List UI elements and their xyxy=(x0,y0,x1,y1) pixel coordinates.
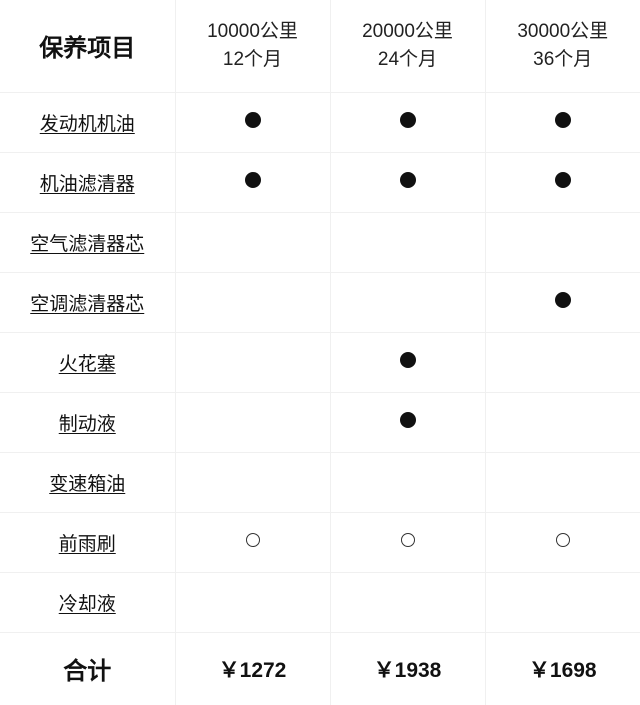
table-row: 制动液 xyxy=(0,392,640,452)
header-col-2-line2: 24个月 xyxy=(331,46,485,74)
maintenance-table: 保养项目 10000公里 12个月 20000公里 24个月 30000公里 3… xyxy=(0,0,640,705)
table-row: 冷却液 xyxy=(0,572,640,632)
header-col-1-line2: 12个月 xyxy=(176,46,330,74)
item-mark-cell xyxy=(485,452,640,512)
item-label-cell[interactable]: 冷却液 xyxy=(0,572,175,632)
item-label[interactable]: 空调滤清器芯 xyxy=(30,294,144,315)
item-label[interactable]: 制动液 xyxy=(59,414,116,435)
total-label-cell: 合计 xyxy=(0,632,175,705)
header-col-3: 30000公里 36个月 xyxy=(485,0,640,92)
item-label[interactable]: 前雨刷 xyxy=(59,534,116,555)
item-mark-cell xyxy=(330,512,485,572)
item-mark-cell xyxy=(175,572,330,632)
item-label[interactable]: 火花塞 xyxy=(59,354,116,375)
header-item-label: 保养项目 xyxy=(39,35,135,62)
item-mark-cell xyxy=(330,92,485,152)
item-mark-cell xyxy=(330,152,485,212)
dot-filled-icon xyxy=(245,112,261,128)
total-row: 合计 ￥1272 ￥1938 ￥1698 xyxy=(0,632,640,705)
item-label-cell[interactable]: 机油滤清器 xyxy=(0,152,175,212)
item-mark-cell xyxy=(330,272,485,332)
header-col-1-line1: 10000公里 xyxy=(176,18,330,46)
item-mark-cell xyxy=(485,332,640,392)
item-mark-cell xyxy=(330,332,485,392)
item-label-cell[interactable]: 变速箱油 xyxy=(0,452,175,512)
item-mark-cell xyxy=(175,212,330,272)
table-row: 变速箱油 xyxy=(0,452,640,512)
total-col-3: ￥1698 xyxy=(485,632,640,705)
item-label-cell[interactable]: 前雨刷 xyxy=(0,512,175,572)
dot-open-icon xyxy=(556,533,570,547)
item-label[interactable]: 空气滤清器芯 xyxy=(30,234,144,255)
item-mark-cell xyxy=(330,392,485,452)
dot-filled-icon xyxy=(555,292,571,308)
header-item-cell: 保养项目 xyxy=(0,0,175,92)
item-label[interactable]: 机油滤清器 xyxy=(40,174,135,195)
item-label-cell[interactable]: 火花塞 xyxy=(0,332,175,392)
item-mark-cell xyxy=(485,152,640,212)
item-mark-cell xyxy=(485,92,640,152)
dot-filled-icon xyxy=(400,172,416,188)
header-col-3-line2: 36个月 xyxy=(486,46,640,74)
item-mark-cell xyxy=(175,92,330,152)
table-row: 发动机机油 xyxy=(0,92,640,152)
dot-filled-icon xyxy=(555,172,571,188)
table-row: 空调滤清器芯 xyxy=(0,272,640,332)
item-mark-cell xyxy=(485,512,640,572)
dot-filled-icon xyxy=(555,112,571,128)
total-value-2: ￥1938 xyxy=(374,659,442,682)
item-mark-cell xyxy=(175,272,330,332)
table-row: 机油滤清器 xyxy=(0,152,640,212)
dot-filled-icon xyxy=(400,412,416,428)
item-label[interactable]: 变速箱油 xyxy=(49,474,125,495)
dot-open-icon xyxy=(246,533,260,547)
item-mark-cell xyxy=(485,392,640,452)
dot-open-icon xyxy=(401,533,415,547)
item-label-cell[interactable]: 发动机机油 xyxy=(0,92,175,152)
total-col-2: ￥1938 xyxy=(330,632,485,705)
header-col-2-line1: 20000公里 xyxy=(331,18,485,46)
total-col-1: ￥1272 xyxy=(175,632,330,705)
item-mark-cell xyxy=(175,392,330,452)
item-mark-cell xyxy=(330,452,485,512)
item-mark-cell xyxy=(485,212,640,272)
header-row: 保养项目 10000公里 12个月 20000公里 24个月 30000公里 3… xyxy=(0,0,640,92)
total-value-1: ￥1272 xyxy=(219,659,287,682)
item-mark-cell xyxy=(175,512,330,572)
header-col-3-line1: 30000公里 xyxy=(486,18,640,46)
total-value-3: ￥1698 xyxy=(529,659,597,682)
item-mark-cell xyxy=(175,332,330,392)
item-mark-cell xyxy=(330,212,485,272)
item-mark-cell xyxy=(175,452,330,512)
item-label-cell[interactable]: 制动液 xyxy=(0,392,175,452)
dot-filled-icon xyxy=(400,112,416,128)
dot-filled-icon xyxy=(245,172,261,188)
item-label-cell[interactable]: 空气滤清器芯 xyxy=(0,212,175,272)
dot-filled-icon xyxy=(400,352,416,368)
item-label-cell[interactable]: 空调滤清器芯 xyxy=(0,272,175,332)
table-body: 发动机机油机油滤清器空气滤清器芯空调滤清器芯火花塞制动液变速箱油前雨刷冷却液 xyxy=(0,92,640,632)
header-col-2: 20000公里 24个月 xyxy=(330,0,485,92)
table-row: 空气滤清器芯 xyxy=(0,212,640,272)
header-col-1: 10000公里 12个月 xyxy=(175,0,330,92)
item-mark-cell xyxy=(175,152,330,212)
item-mark-cell xyxy=(485,272,640,332)
table-row: 火花塞 xyxy=(0,332,640,392)
item-mark-cell xyxy=(485,572,640,632)
item-mark-cell xyxy=(330,572,485,632)
total-label: 合计 xyxy=(63,658,111,685)
item-label[interactable]: 冷却液 xyxy=(59,594,116,615)
item-label[interactable]: 发动机机油 xyxy=(40,114,135,135)
table-row: 前雨刷 xyxy=(0,512,640,572)
